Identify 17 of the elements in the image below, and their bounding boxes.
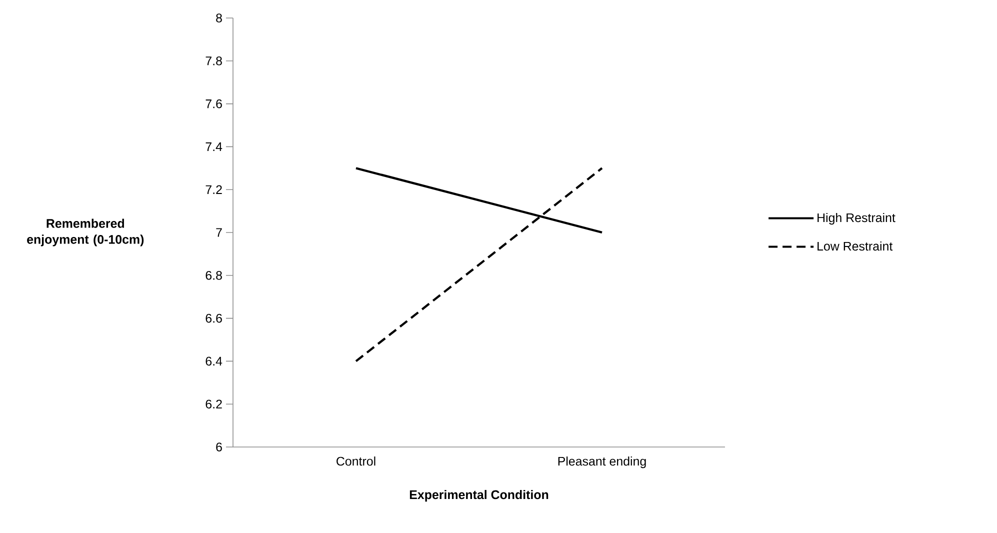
legend-label: High Restraint	[818, 212, 896, 225]
y-tick-label: 6.6	[206, 314, 222, 323]
y-tick-label: 7.4	[206, 142, 222, 151]
legend-label: Low Restraint	[818, 241, 893, 251]
y-tick-label: 8	[216, 14, 222, 22]
y-axis-title: Remembered enjoyment (0-10cm)	[27, 218, 144, 246]
y-tick-label: 7.6	[206, 99, 222, 108]
x-axis-title: Experimental Condition	[410, 490, 548, 502]
y-tick-label: 7.8	[206, 56, 222, 66]
y-tick-label: 6.2	[206, 400, 222, 409]
x-tick-label: Pleasant ending	[558, 456, 646, 468]
y-tick-label: 7.2	[206, 185, 222, 194]
y-tick-label: 6	[216, 442, 222, 452]
y-tick-label: 7	[216, 228, 222, 237]
y-tick-label: 6.8	[206, 270, 222, 280]
y-tick-label: 6.4	[206, 356, 222, 366]
x-tick-label: Control	[336, 456, 376, 466]
